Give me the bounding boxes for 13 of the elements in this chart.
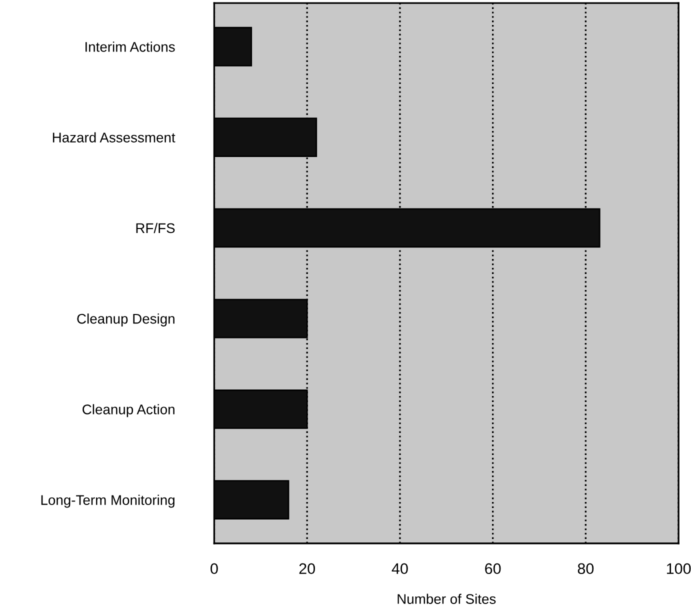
x-tick-label: 60 [485,563,501,574]
y-tick-label: Interim Actions [86,42,175,52]
y-tick-label: Cleanup Action [82,404,174,418]
x-tick-label: 40 [392,563,408,574]
y-tick-label: Cleanup Design [77,314,174,326]
x-tick-label: 20 [299,563,315,574]
y-tick-label: Long-Term Monitoring [41,494,174,508]
y-tick-label: Hazard Assessment [52,132,176,142]
x-tick-label: 100 [666,563,691,574]
x-tick-label: 80 [578,563,594,574]
x-axis-title: Number of Sites [398,594,496,604]
y-tick-label: RF/FS [136,222,175,234]
x-tick-label: 0 [210,563,218,574]
